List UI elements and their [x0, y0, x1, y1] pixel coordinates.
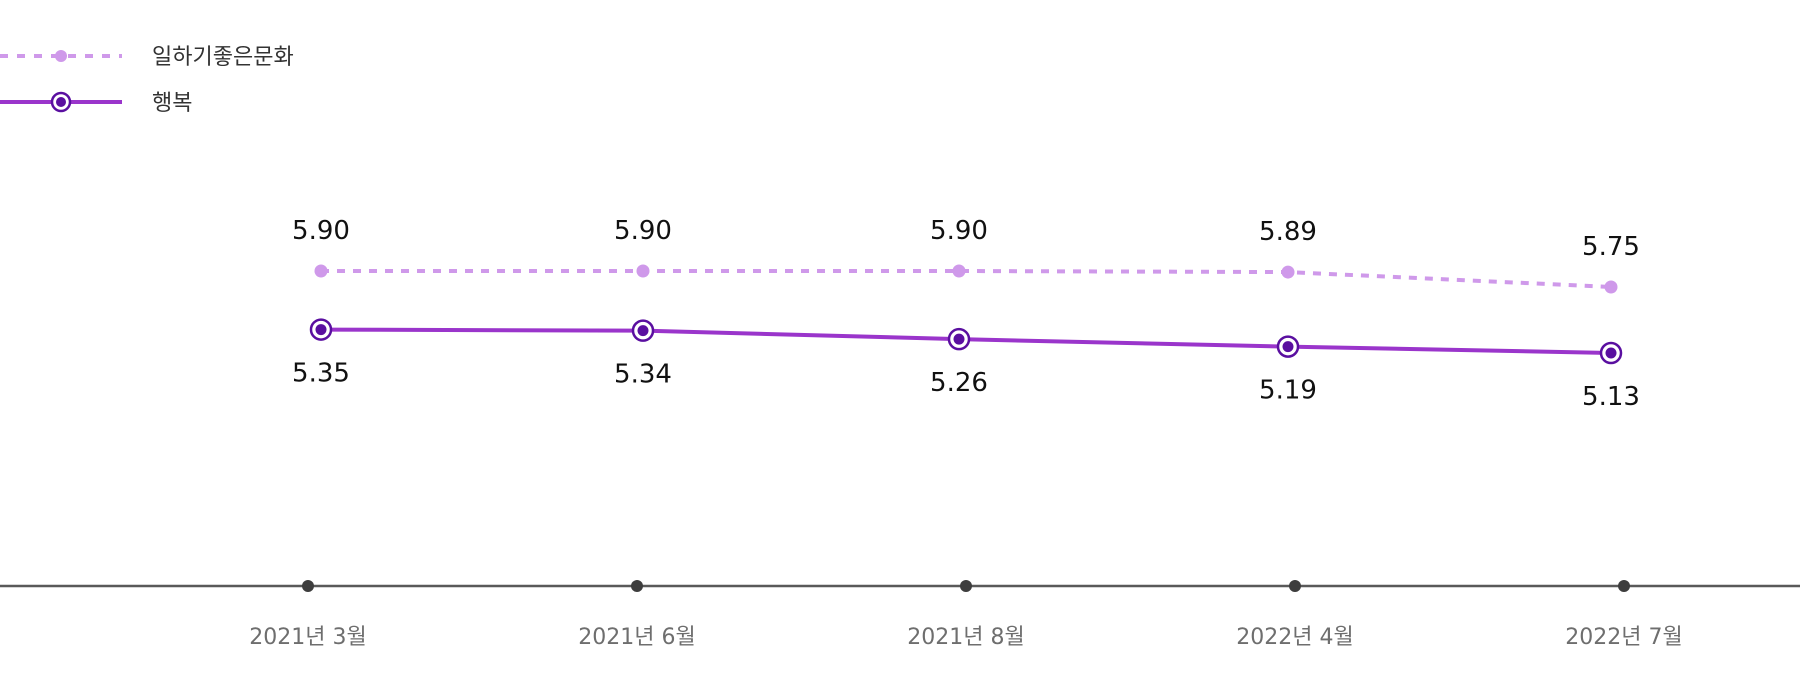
data-point-core — [953, 333, 965, 345]
series-1: 5.90 5.90 5.90 5.89 5.75 — [292, 216, 1640, 294]
data-point-core — [1605, 347, 1617, 359]
x-tick-marker — [1618, 580, 1630, 592]
data-label: 5.90 — [614, 216, 672, 246]
data-label: 5.35 — [292, 359, 350, 389]
data-point — [952, 264, 966, 278]
data-point — [636, 264, 650, 278]
data-point — [314, 264, 328, 278]
data-point — [1604, 280, 1618, 294]
x-axis: 2021년 3월 2021년 6월 2021년 8월 2022년 4월 2022년 7월 — [0, 580, 1800, 650]
x-tick-label: 2021년 3월 — [249, 625, 366, 650]
series-layer: 5.90 5.90 5.90 5.89 5.75 5.35 5.34 5.26 5.19 5.13 — [292, 216, 1640, 412]
legend-label-1: 일하기좋은문화 — [152, 45, 294, 70]
data-label: 5.89 — [1259, 217, 1317, 247]
data-label: 5.19 — [1259, 376, 1317, 406]
data-point-core — [315, 324, 327, 336]
x-tick-label: 2022년 7월 — [1565, 625, 1682, 650]
x-tick-marker — [960, 580, 972, 592]
data-point-core — [1282, 341, 1294, 353]
series-line-1 — [321, 269, 1612, 289]
legend-marker-1 — [55, 50, 67, 62]
x-tick-label: 2021년 8월 — [907, 625, 1024, 650]
x-tick-marker — [1289, 580, 1301, 592]
data-label: 5.90 — [930, 216, 988, 246]
x-tick-label: 2021년 6월 — [578, 625, 695, 650]
data-label: 5.13 — [1582, 382, 1640, 412]
data-point — [1281, 265, 1295, 279]
data-label: 5.34 — [614, 360, 672, 390]
data-label: 5.75 — [1582, 232, 1640, 262]
x-tick-label: 2022년 4월 — [1236, 625, 1353, 650]
data-label: 5.90 — [292, 216, 350, 246]
legend-marker-core-2 — [56, 97, 66, 107]
series-2: 5.35 5.34 5.26 5.19 5.13 — [292, 318, 1640, 412]
x-tick-marker — [302, 580, 314, 592]
data-point-core — [637, 325, 649, 337]
legend-label-2: 행복 — [152, 91, 192, 116]
x-tick-marker — [631, 580, 643, 592]
data-label: 5.26 — [930, 368, 988, 398]
